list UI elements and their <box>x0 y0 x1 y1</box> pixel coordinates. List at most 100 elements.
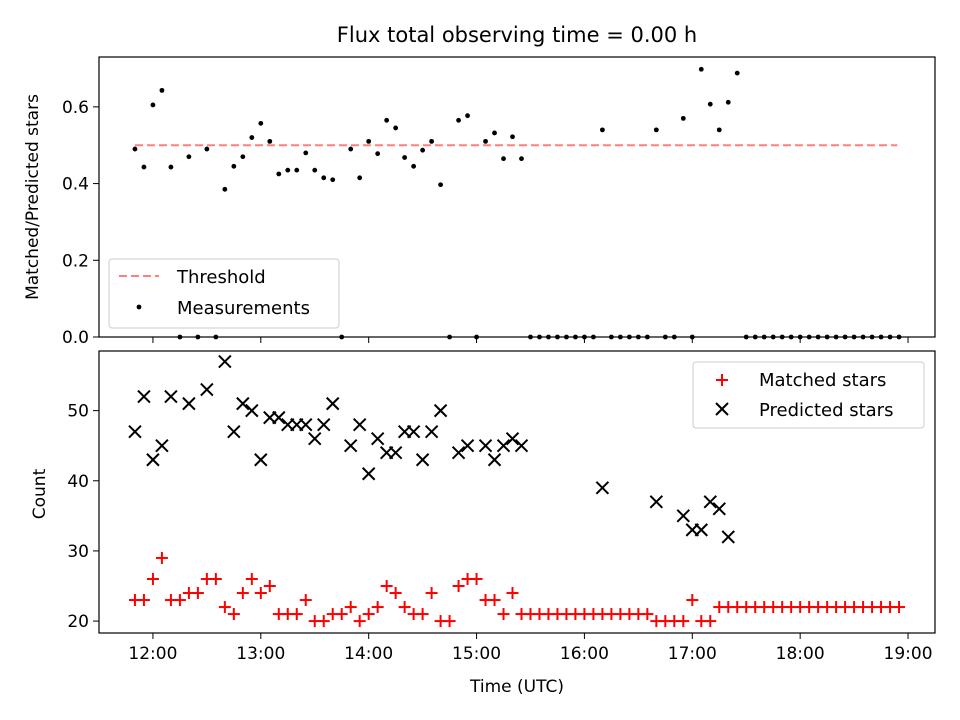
predicted-stars-point <box>721 530 735 544</box>
measurement-point <box>456 117 461 123</box>
measurement-point <box>510 134 515 140</box>
matched-stars-point <box>389 587 402 600</box>
ratio-axes-frame <box>98 56 936 338</box>
matched-stars-point <box>173 594 186 607</box>
matched-stars-point <box>236 587 249 600</box>
matched-stars-point <box>506 587 519 600</box>
predicted-stars-point <box>352 417 367 432</box>
predicted-stars-point <box>514 438 529 453</box>
y-tick-label: 30 <box>67 542 89 562</box>
predicted-stars-point <box>595 481 610 495</box>
matched-stars-point <box>371 601 384 614</box>
measurement-point <box>366 138 372 144</box>
matched-stars-point <box>398 601 411 614</box>
matched-stars-point <box>416 608 429 621</box>
x-axis-label: Time (UTC) <box>469 677 564 697</box>
measurement-point <box>501 156 506 162</box>
matched-stars-point <box>686 594 699 607</box>
y-tick-label: 0.0 <box>62 328 89 348</box>
ratio-y-ticks: 0.0 0.2 0.4 0.6 <box>62 98 99 348</box>
matched-stars-point <box>137 594 150 607</box>
predicted-stars-point <box>460 438 475 453</box>
count-plot-area <box>128 354 906 628</box>
measurement-point <box>249 135 255 140</box>
measurement-point <box>483 138 488 144</box>
ratio-y-axis-label: Matched/Predicted stars <box>23 94 43 300</box>
predicted-stars-point <box>649 495 664 509</box>
predicted-stars-point <box>245 403 259 418</box>
matched-stars-point <box>443 615 456 628</box>
measurement-point <box>231 163 237 169</box>
matched-stars-point <box>425 587 438 600</box>
predicted-stars-point <box>182 396 196 411</box>
predicted-stars-point <box>415 453 430 467</box>
y-tick-label: 0.6 <box>62 98 89 118</box>
matched-stars-point <box>641 608 654 621</box>
matched-legend-swatch <box>716 374 728 386</box>
measurement-point <box>321 175 327 181</box>
matched-stars-point <box>317 615 330 628</box>
matched-stars-point <box>335 608 348 621</box>
measurement-point <box>258 120 264 126</box>
measurement-point <box>734 70 740 76</box>
measurement-point <box>150 102 156 108</box>
measurement-point <box>492 130 497 136</box>
predicted-stars-point <box>137 389 151 404</box>
x-tick-label: 13:00 <box>236 644 285 664</box>
predicted-stars-point <box>254 453 268 467</box>
matched-stars-point <box>218 601 231 614</box>
predicted-stars-point <box>487 453 502 467</box>
predicted-stars-point <box>343 438 358 453</box>
ratio-x-ticks <box>152 337 909 343</box>
measurement-point <box>132 146 138 152</box>
predicted-stars-point <box>388 446 403 460</box>
predicted-stars-point <box>164 389 178 404</box>
measurement-point <box>411 163 417 169</box>
y-tick-label: 20 <box>67 612 89 632</box>
matched-stars-point <box>497 608 510 621</box>
matched-stars-point <box>488 594 501 607</box>
measurement-point <box>725 99 731 105</box>
matched-stars-point <box>227 608 240 621</box>
measurement-point <box>348 146 354 152</box>
measurement-point <box>599 127 605 133</box>
matched-stars-point <box>299 594 312 607</box>
measurement-point <box>680 115 686 121</box>
predicted-stars-point <box>299 417 313 432</box>
matched-stars-point <box>146 572 159 585</box>
predicted-stars-point <box>370 431 385 446</box>
measurements-legend-label: Measurements <box>177 298 310 319</box>
ratio-panel: 0.0 0.2 0.4 0.6 Matched/Predicted stars Thr… <box>23 56 936 348</box>
measurement-point <box>303 150 309 156</box>
matched-stars-point <box>380 580 393 592</box>
predicted-stars-point <box>218 354 232 369</box>
measurement-point <box>357 175 363 181</box>
predicted-stars-point <box>361 467 376 481</box>
matched-stars-point <box>353 615 366 628</box>
matched-stars-point <box>893 601 906 614</box>
count-axes-frame <box>98 350 936 634</box>
predicted-stars-point <box>272 410 286 425</box>
matched-stars-point <box>263 580 276 592</box>
predicted-stars-point <box>227 424 241 439</box>
matched-stars-point <box>344 601 357 614</box>
measurement-point <box>698 66 704 72</box>
measurement-point <box>168 164 174 170</box>
predicted-stars-point <box>496 438 511 453</box>
predicted-stars-point <box>326 396 340 411</box>
x-tick-label: 15:00 <box>452 644 501 664</box>
predicted-stars-point <box>317 417 331 432</box>
measurements-legend-swatch <box>136 304 142 310</box>
measurement-point <box>312 167 318 173</box>
count-x-ticks: 12:00 13:00 14:00 15:00 16:00 17:00 18:00 19:00 <box>128 633 933 664</box>
ratio-legend: Threshold Measurements <box>108 258 340 329</box>
matched-stars-point <box>209 572 222 585</box>
predicted-stars-point <box>433 403 448 418</box>
measurement-point <box>465 113 470 119</box>
count-y-axis-label: Count <box>30 468 50 519</box>
predicted-legend-swatch <box>715 402 729 416</box>
predicted-stars-point <box>308 431 322 446</box>
predicted-stars-point <box>712 502 726 516</box>
predicted-legend-label: Predicted stars <box>759 400 893 421</box>
